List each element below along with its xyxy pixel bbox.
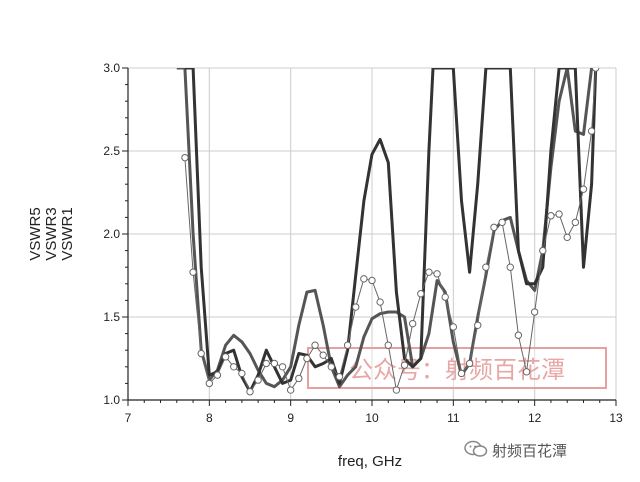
- x-tick-label: 12: [528, 411, 542, 425]
- data-point-vswr1: [400, 361, 409, 369]
- data-point-vswr1: [539, 246, 547, 255]
- data-point-vswr1: [311, 341, 319, 349]
- x-tick-label: 13: [609, 411, 623, 425]
- data-point-vswr1: [230, 363, 238, 371]
- data-point-vswr1: [571, 218, 580, 227]
- x-tick-label: 10: [365, 411, 379, 425]
- data-point-vswr1: [262, 359, 270, 368]
- data-point-vswr1: [352, 303, 360, 311]
- data-point-vswr1: [286, 386, 295, 394]
- data-point-vswr1: [343, 341, 352, 349]
- data-point-vswr1: [408, 319, 417, 328]
- data-point-vswr1: [457, 369, 466, 378]
- data-point-vswr1: [555, 210, 563, 218]
- data-point-vswr1: [425, 268, 433, 276]
- data-point-vswr1: [465, 359, 474, 368]
- y-tick-label: 1.5: [103, 310, 120, 324]
- data-point-vswr1: [254, 376, 262, 384]
- data-point-vswr1: [205, 379, 214, 388]
- y-tick-label: 2.0: [103, 227, 120, 241]
- data-point-vswr1: [433, 270, 441, 278]
- wechat-icon: [464, 440, 488, 458]
- data-point-vswr1: [303, 354, 311, 363]
- x-tick-label: 7: [125, 411, 132, 425]
- y-tick-label: 3.0: [103, 61, 120, 75]
- data-point-vswr1: [522, 368, 531, 376]
- data-point-vswr1: [384, 341, 392, 349]
- data-point-vswr1: [547, 212, 555, 220]
- data-point-vswr1: [246, 388, 254, 396]
- data-point-vswr1: [490, 223, 498, 232]
- data-point-vswr1: [482, 263, 490, 271]
- data-point-vswr1: [449, 323, 458, 331]
- data-point-vswr1: [335, 373, 344, 381]
- x-tick-label: 11: [447, 411, 460, 425]
- data-point-vswr1: [530, 308, 539, 316]
- data-point-vswr1: [591, 68, 600, 72]
- data-point-vswr1: [327, 363, 336, 371]
- data-point-vswr1: [270, 359, 279, 368]
- data-point-vswr1: [417, 290, 425, 298]
- data-point-vswr1: [295, 374, 303, 383]
- series-group: [176, 68, 600, 396]
- data-point-vswr1: [181, 153, 189, 162]
- y-axis-label-vswr5: VSWR5: [27, 207, 44, 260]
- data-point-vswr1: [238, 369, 246, 378]
- x-tick-label: 8: [206, 411, 213, 425]
- x-tick-label: 9: [287, 411, 294, 425]
- series-line-vswr3: [184, 68, 598, 394]
- data-point-vswr1: [213, 371, 222, 379]
- y-tick-label: 1.0: [103, 393, 120, 407]
- data-point-vswr1: [441, 293, 449, 301]
- data-point-vswr1: [368, 276, 376, 285]
- data-point-vswr1: [319, 351, 327, 359]
- data-point-vswr1: [506, 263, 514, 271]
- data-point-vswr1: [498, 218, 506, 227]
- y-tick-label: 2.5: [103, 144, 120, 158]
- data-point-vswr1: [392, 386, 401, 394]
- footer-watermark: 射频百花潭: [492, 442, 568, 460]
- ticks: 7 8 9 10 11 12 13 1.0 1.5 2.0 2.5 3.0: [103, 61, 623, 425]
- data-point-vswr1: [579, 185, 588, 193]
- series-line-vswr1: [184, 68, 597, 393]
- data-point-vswr1: [563, 233, 571, 242]
- y-axis-label-vswr1: VSWR1: [59, 207, 76, 260]
- data-point-vswr1: [587, 127, 596, 135]
- data-point-vswr1: [221, 353, 230, 361]
- x-axis-label: freq, GHz: [338, 453, 402, 470]
- data-point-vswr1: [278, 363, 287, 371]
- data-point-vswr1: [514, 331, 523, 339]
- data-point-vswr1: [189, 268, 197, 276]
- data-point-vswr1: [376, 298, 384, 306]
- y-axis-label-vswr3: VSWR3: [43, 207, 60, 260]
- data-point-vswr1: [360, 275, 368, 283]
- data-point-vswr1: [197, 349, 205, 358]
- y-axis-labels: VSWR5 VSWR3 VSWR1: [27, 207, 76, 260]
- data-point-vswr1: [474, 321, 482, 329]
